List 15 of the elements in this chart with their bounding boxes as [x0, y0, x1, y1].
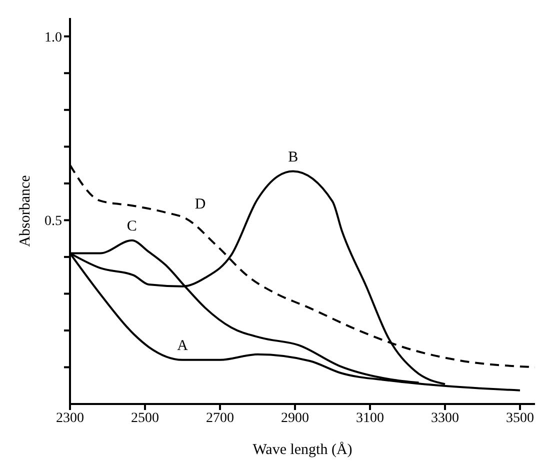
x-tick-label: 3100: [356, 410, 384, 426]
y-tick-label: 0.5: [44, 214, 62, 230]
series-label: D: [194, 196, 206, 213]
y-axis-title: Absorbance: [17, 174, 34, 247]
x-tick-label: 3300: [431, 410, 459, 426]
series-label: B: [288, 149, 298, 166]
y-tick-label: 1.0: [44, 30, 62, 46]
series-label: C: [126, 218, 137, 234]
x-axis-title: Wave length (Å): [252, 441, 352, 458]
x-tick-label: 2500: [131, 410, 159, 426]
x-tick-label: 2700: [206, 410, 234, 426]
x-tick-label: 3500: [506, 410, 534, 426]
series-label: A: [177, 338, 188, 354]
x-tick-label: 2300: [56, 410, 84, 426]
x-tick-label: 2900: [281, 410, 309, 426]
